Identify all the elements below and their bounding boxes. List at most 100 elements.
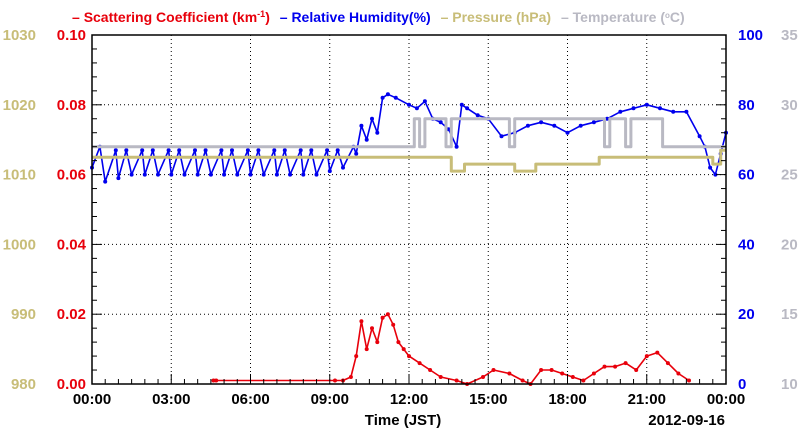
data-point-humidity [219,148,224,153]
y-tick-label-pressure: 1020 [3,97,36,114]
data-point-humidity [309,148,314,153]
data-point-humidity [475,113,480,118]
data-point-scattering [428,368,433,372]
data-point-humidity [552,123,557,128]
data-point-humidity [301,172,306,177]
data-point-scattering [391,322,396,327]
data-point-humidity [671,109,676,114]
series-layer [90,92,728,386]
data-point-humidity [631,106,636,111]
data-point-humidity [156,172,160,177]
data-point-scattering [348,375,353,379]
data-point-humidity [414,106,419,111]
data-point-scattering [602,364,607,369]
data-point-humidity [116,176,121,181]
data-point-humidity [298,148,303,153]
data-point-humidity [565,130,570,135]
axis-ticks [91,34,727,385]
x-tick-label: 00:00 [707,391,745,408]
data-point-humidity [578,123,583,128]
y-tick-label-humidity: 40 [738,236,755,253]
data-point-humidity [708,165,713,170]
legend-pressure: – Pressure (hPa) [441,9,552,25]
legend-temperature: – Temperature (oC) [561,9,685,25]
data-point-scattering [454,378,459,383]
data-point-humidity [142,172,147,177]
data-point-humidity [605,116,610,121]
series-line-temperature [92,117,726,149]
x-tick-label: 21:00 [628,391,666,408]
y-tick-label-humidity: 0 [738,376,746,393]
data-point-humidity [684,109,689,114]
y-tick-label-temperature: 10 [781,376,798,393]
x-axis-title: Time (JST) [365,412,441,429]
data-point-scattering [520,378,525,383]
data-point-scattering [438,375,443,379]
data-point-humidity [354,151,359,156]
data-point-humidity [282,148,287,153]
data-point-humidity [182,172,187,177]
data-point-humidity [341,165,345,170]
data-point-scattering [491,368,496,372]
data-point-humidity [235,172,240,177]
data-point-humidity [380,95,385,100]
data-point-scattering [396,340,401,345]
legend-scattering: – Scattering Coefficient (km-1) [72,9,270,25]
y-tick-label-temperature: 30 [781,97,798,114]
data-point-scattering [665,361,670,366]
x-tick-label: 09:00 [311,391,349,408]
data-point-humidity [375,130,380,135]
data-point-scattering [591,371,596,376]
data-point-humidity [454,144,459,149]
y-tick-label-humidity: 60 [738,167,755,184]
data-point-scattering [214,378,219,383]
data-point-humidity [327,169,332,174]
data-point-humidity [103,179,108,184]
data-point-humidity [230,148,234,153]
y-tick-label-temperature: 25 [781,167,798,184]
data-point-scattering [359,319,364,324]
data-point-humidity [658,106,662,111]
data-point-humidity [203,148,208,153]
data-point-scattering [676,371,681,376]
data-point-scattering [354,354,359,359]
y-tick-label-pressure: 1030 [3,27,36,44]
y-tick-label-humidity: 100 [738,27,763,44]
data-point-humidity [288,172,293,177]
data-point-humidity [438,120,443,125]
data-point-humidity [644,102,649,107]
y-tick-label-pressure: 1010 [3,167,36,184]
data-point-humidity [591,120,596,125]
y-tick-label-pressure: 990 [11,306,36,323]
data-point-scattering [655,350,660,355]
data-point-scattering [407,354,411,359]
data-point-scattering [613,364,618,369]
series-line-pressure [92,148,726,173]
data-point-humidity [113,148,118,153]
y-tick-label-temperature: 35 [781,27,798,44]
data-point-scattering [364,347,369,352]
data-point-humidity [166,148,171,153]
data-point-humidity [359,123,364,128]
x-tick-label: 15:00 [469,391,507,408]
data-point-humidity [422,99,427,104]
data-point-humidity [499,134,504,139]
date-label: 2012-09-16 [648,412,725,429]
data-point-scattering [549,368,554,372]
grid [92,35,726,384]
data-point-humidity [335,148,340,153]
y-tick-label-humidity: 20 [738,306,755,323]
data-point-scattering [507,371,512,376]
data-point-humidity [245,148,250,153]
data-point-humidity [697,134,702,139]
data-point-humidity [618,109,623,114]
data-point-humidity [364,137,369,142]
y-tick-label-scattering: 0.10 [57,27,86,44]
data-point-humidity [248,172,253,177]
data-point-humidity [272,148,277,153]
data-point-scattering [560,371,565,376]
data-point-humidity [274,172,279,177]
data-point-humidity [195,172,200,177]
y-tick-label-scattering: 0.08 [57,97,86,114]
data-point-scattering [570,375,575,379]
